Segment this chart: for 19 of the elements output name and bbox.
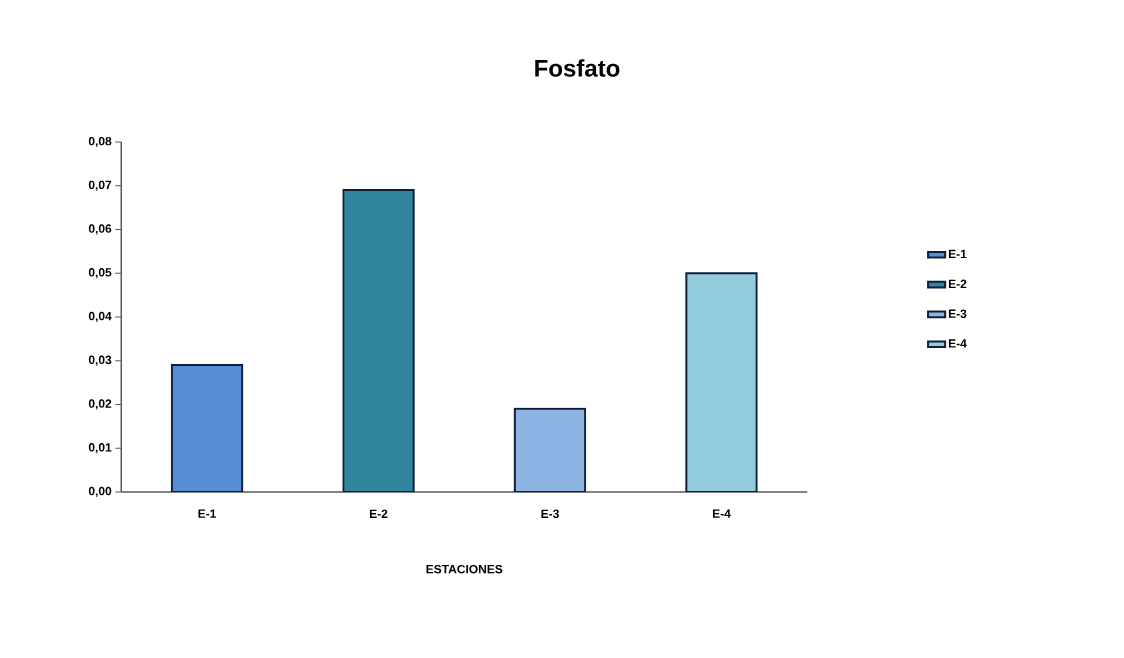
y-tick-label: 0,05	[88, 268, 112, 279]
legend-label: E-3	[948, 309, 967, 319]
x-axis-title: ESTACIONES	[426, 564, 503, 574]
legend-label: E-4	[948, 339, 967, 348]
legend-label: E-1	[948, 249, 967, 259]
y-tick-label: 0,03	[88, 355, 112, 366]
y-tick-label: 0,01	[88, 443, 112, 454]
x-tick-label: E-4	[712, 509, 731, 518]
y-tick-label: 0,07	[88, 180, 112, 191]
y-tick-label: 0,06	[88, 224, 112, 235]
chart-title: Fosfato	[535, 59, 620, 77]
y-tick-label: 0,08	[88, 136, 112, 148]
y-tick-label: 0,02	[88, 399, 112, 410]
x-tick-label: E-3	[541, 509, 559, 519]
x-tick-label: E-2	[369, 509, 388, 518]
x-tick-label: E-1	[198, 509, 217, 518]
y-tick-label: 0,00	[88, 486, 112, 498]
y-tick-label: 0,04	[88, 311, 112, 323]
legend-label: E-2	[948, 279, 967, 288]
